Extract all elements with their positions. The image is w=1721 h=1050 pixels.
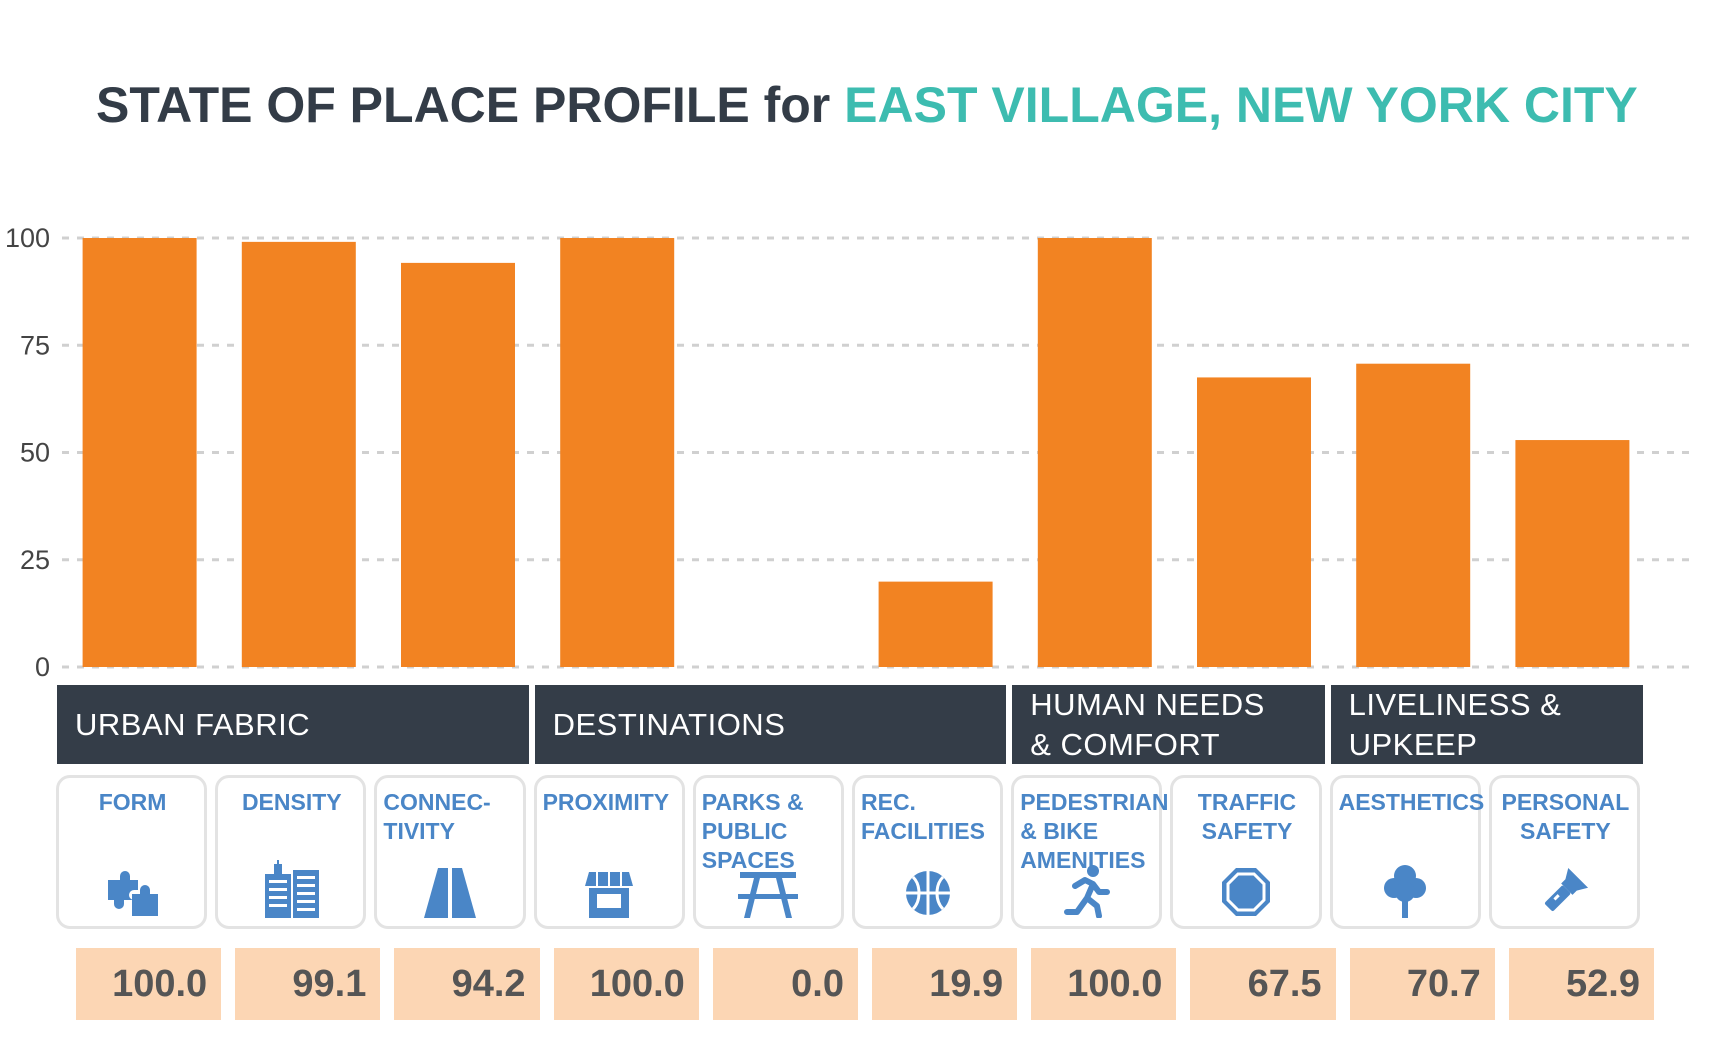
category-band: HUMAN NEEDS & COMFORT	[1012, 685, 1325, 764]
basketball-icon	[855, 864, 1000, 918]
metric-card-label: DENSITY	[241, 789, 342, 815]
value-label: 94.2	[394, 948, 540, 1020]
value-label: 52.9	[1508, 948, 1654, 1020]
picnic-table-icon	[696, 864, 841, 918]
metric-card: REC. FACILITIES	[852, 775, 1004, 929]
metric-card-label: REC. FACILITIES	[861, 789, 985, 844]
y-tick-label: 0	[35, 652, 50, 682]
value-label: 0.0	[712, 948, 858, 1020]
metric-card-label: CONNEC- TIVITY	[383, 789, 491, 844]
bar	[1197, 377, 1311, 667]
category-band-label: LIVELINESS & UPKEEP	[1348, 686, 1562, 762]
title-part1: STATE OF PLACE PROFILE for	[96, 77, 831, 133]
category-band-label: DESTINATIONS	[552, 706, 786, 742]
category-band-label: URBAN FABRIC	[75, 706, 311, 742]
metric-card-label: PERSONAL SAFETY	[1501, 789, 1630, 844]
metric-card: DENSITY	[215, 775, 367, 929]
bar	[401, 262, 515, 667]
value-label: 100.0	[553, 948, 699, 1020]
road-icon	[377, 864, 522, 918]
metric-card-label: TRAFFIC SAFETY	[1197, 789, 1297, 844]
y-tick-label: 75	[20, 330, 50, 360]
metric-card-label: FORM	[98, 789, 167, 815]
metric-card: PERSONAL SAFETY	[1488, 775, 1640, 929]
category-band: LIVELINESS & UPKEEP	[1330, 685, 1643, 764]
bar	[878, 581, 993, 667]
metric-card-label: PARKS & PUBLIC SPACES	[701, 789, 804, 873]
value-label: 100.0	[1031, 948, 1177, 1020]
value-label: 19.9	[872, 948, 1018, 1020]
metric-card-label: PEDESTRIAN & BIKE AMENITIES	[1020, 789, 1169, 873]
bar	[1037, 238, 1152, 667]
bar	[1515, 440, 1630, 667]
category-band-label: HUMAN NEEDS & COMFORT	[1030, 686, 1265, 762]
bar	[241, 241, 356, 667]
value-label: 100.0	[76, 948, 222, 1020]
metric-card-label: PROXIMITY	[542, 789, 670, 815]
metric-card: CONNEC- TIVITY	[374, 775, 526, 929]
y-axis-ticks: 0 25 50 75 100	[5, 223, 50, 682]
value-label: 70.7	[1349, 948, 1495, 1020]
category-band: URBAN FABRIC	[57, 685, 529, 764]
puzzle-icon	[59, 864, 204, 918]
metric-card: FORM	[56, 775, 208, 929]
metric-card: AESTHETICS	[1329, 775, 1485, 929]
category-band: DESTINATIONS	[534, 685, 1007, 764]
storefront-icon	[537, 864, 682, 918]
bar	[560, 238, 675, 667]
metric-card: PEDESTRIAN & BIKE AMENITIES	[1011, 775, 1169, 929]
buildings-icon	[218, 860, 363, 918]
title-part2: EAST VILLAGE, NEW YORK CITY	[844, 77, 1638, 133]
y-tick-label: 100	[5, 223, 50, 253]
bars	[82, 238, 1630, 667]
y-tick-label: 25	[20, 545, 50, 575]
metric-card: PARKS & PUBLIC SPACES	[692, 775, 844, 929]
metric-card-label: AESTHETICS	[1338, 789, 1485, 815]
flashlight-icon	[1492, 864, 1637, 918]
bar	[82, 238, 197, 667]
stop-sign-icon	[1173, 864, 1318, 918]
bar	[1356, 363, 1471, 667]
value-label: 99.1	[235, 948, 381, 1020]
y-tick-label: 50	[20, 438, 50, 468]
chart-title: STATE OF PLACE PROFILE for EAST VILLAGE,…	[96, 76, 1638, 134]
metric-card: TRAFFIC SAFETY	[1170, 775, 1322, 929]
metric-card: PROXIMITY	[533, 775, 685, 929]
tree-icon	[1333, 864, 1478, 918]
value-label: 67.5	[1190, 948, 1336, 1020]
runner-icon	[1014, 864, 1159, 918]
